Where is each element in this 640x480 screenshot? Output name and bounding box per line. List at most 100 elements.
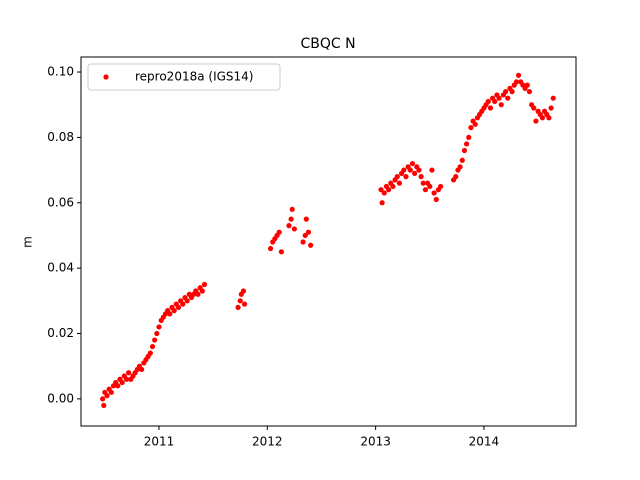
data-point (420, 180, 426, 186)
data-point (378, 187, 384, 193)
data-point (240, 288, 247, 294)
data-point (466, 134, 472, 141)
data-point (513, 79, 520, 85)
x-tick-label: 2014 (469, 435, 500, 449)
data-point (123, 376, 130, 382)
x-tick-label: 2013 (360, 435, 391, 449)
plot-frame (80, 56, 577, 427)
data-point (175, 304, 182, 310)
data-point (199, 288, 205, 294)
data-point (289, 206, 295, 212)
data-point (498, 102, 504, 108)
data-point (459, 157, 465, 163)
y-tick-label: 0.08 (47, 130, 74, 144)
data-point (278, 249, 284, 255)
data-point (539, 115, 546, 121)
data-point (302, 232, 308, 239)
data-point (100, 396, 106, 402)
data-point (288, 216, 294, 222)
data-point (149, 343, 156, 350)
data-point (472, 121, 478, 127)
data-point (515, 72, 522, 78)
data-point (546, 115, 552, 121)
data-point (267, 245, 274, 252)
legend-marker (103, 74, 109, 80)
data-point (305, 229, 312, 235)
data-point (152, 337, 158, 343)
data-point (286, 223, 292, 229)
y-tick-label: 0.04 (47, 261, 74, 275)
data-point (139, 366, 145, 373)
data-point (431, 190, 437, 196)
data-point (126, 370, 132, 376)
data-point (154, 330, 160, 337)
data-point (485, 98, 491, 105)
data-point (303, 216, 309, 222)
data-point (237, 298, 243, 304)
data-point (241, 301, 248, 307)
data-point (201, 281, 208, 288)
data-point (156, 324, 162, 330)
data-point (548, 105, 554, 111)
data-point (394, 174, 400, 180)
data-point (180, 301, 186, 307)
data-point (167, 311, 173, 317)
x-tick-label: 2012 (252, 435, 283, 449)
data-point (308, 242, 314, 248)
data-point (427, 183, 433, 190)
data-point (509, 89, 515, 95)
data-point (418, 174, 424, 180)
data-point (468, 124, 474, 131)
data-point (390, 183, 396, 190)
data-point (464, 141, 470, 147)
y-tick-label: 0.10 (47, 65, 74, 79)
data-point (195, 291, 201, 297)
data-point (108, 389, 114, 395)
data-point (409, 160, 416, 167)
legend-label: repro2018a (IGS14) (135, 70, 253, 84)
data-point (496, 95, 502, 101)
legend-box (87, 63, 281, 91)
data-point (429, 167, 435, 173)
chart-title: CBQC N (300, 36, 355, 52)
data-point (422, 187, 429, 193)
data-point (461, 147, 468, 154)
y-tick-label: 0.00 (47, 391, 74, 405)
data-point (291, 226, 297, 232)
data-point (403, 174, 409, 180)
data-point (416, 167, 422, 173)
data-point (300, 239, 306, 245)
data-point (101, 402, 107, 409)
data-point (171, 308, 177, 314)
data-point (433, 196, 439, 203)
y-tick-label: 0.06 (47, 195, 74, 209)
data-point (184, 298, 190, 304)
data-point (115, 383, 121, 389)
data-point (401, 167, 407, 173)
data-point (502, 89, 509, 95)
data-point (381, 190, 387, 196)
data-point (407, 167, 413, 173)
data-point (550, 95, 556, 101)
data-point (524, 82, 530, 88)
data-point (147, 350, 153, 356)
data-point (457, 164, 463, 170)
data-point (412, 170, 418, 176)
data-point (379, 200, 385, 206)
data-point (119, 379, 125, 386)
data-point (531, 105, 537, 111)
data-point (526, 89, 533, 95)
y-axis-label: m (21, 236, 35, 248)
data-point (505, 95, 511, 101)
y-tick-label: 0.02 (47, 326, 74, 340)
data-point (104, 393, 110, 399)
data-point (533, 118, 539, 124)
data-point (276, 229, 282, 235)
data-point (235, 304, 241, 310)
data-point (386, 187, 392, 193)
data-point (487, 105, 494, 111)
data-point (492, 98, 498, 105)
x-tick-label: 2011 (144, 435, 175, 449)
